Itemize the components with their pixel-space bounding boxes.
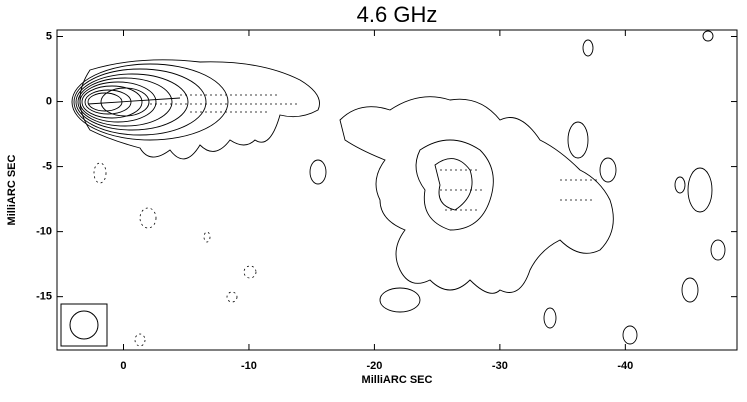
y-tick-label: 5 [46, 30, 52, 42]
x-tick-label: -40 [617, 360, 633, 372]
contours [60, 30, 726, 347]
x-tick-label: -10 [241, 360, 257, 372]
x-tick-label: 0 [120, 360, 126, 372]
y-axis-label: MilliARC SEC [6, 155, 18, 226]
plot-frame [56, 29, 738, 351]
x-tick-label: -20 [366, 360, 382, 372]
y-tick-label: -10 [36, 226, 52, 238]
y-tick-label: 0 [46, 95, 52, 107]
y-tick-label: -15 [36, 291, 52, 303]
x-tick-label: -30 [492, 360, 508, 372]
y-tick-label: -5 [42, 160, 52, 172]
x-axis-label: MilliARC SEC [362, 374, 433, 386]
chart-title: 4.6 GHz [357, 2, 438, 27]
